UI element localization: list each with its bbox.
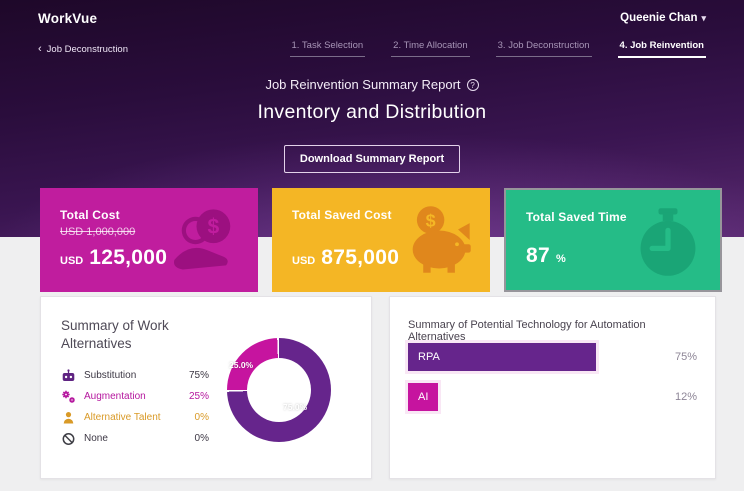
legend-item-alternative-talent: Alternative Talent 0% (61, 407, 209, 428)
card-title: Total Saved Time (526, 210, 627, 224)
bar-percent: 75% (674, 351, 697, 363)
help-icon[interactable]: ? (466, 78, 479, 91)
legend-item-augmentation: Augmentation 25% (61, 386, 209, 407)
step-underline (495, 56, 592, 57)
step-task-selection[interactable]: 1. Task Selection (289, 40, 366, 58)
svg-text:$: $ (426, 210, 436, 230)
donut-label-substitution: 75.0% (283, 402, 308, 412)
tech-bar-row-rpa: RPA 75% (408, 343, 697, 371)
user-menu[interactable]: Queenie Chan ▾ (620, 12, 706, 24)
chevron-left-icon: ‹ (38, 43, 42, 55)
total-cost-value: 125,000 (89, 246, 168, 269)
gears-icon (62, 390, 75, 403)
legend-item-none: None 0% (61, 428, 209, 449)
bar-track: RPA (408, 343, 659, 371)
legend-item-substitution: Substitution 75% (61, 365, 209, 386)
step-tabs: 1. Task Selection 2. Time Allocation 3. … (289, 40, 706, 58)
card-title: Total Cost (60, 208, 120, 222)
donut-chart-wrap: 25.0% 75.0% (227, 338, 331, 442)
svg-text:$: $ (208, 216, 220, 239)
back-link[interactable]: ‹ Job Deconstruction (38, 43, 128, 55)
ban-icon (62, 432, 75, 445)
tech-bar-chart: RPA 75% AI 12% (408, 343, 697, 423)
back-link-label: Job Deconstruction (46, 43, 128, 55)
tech-panel: Summary of Potential Technology for Auto… (389, 296, 716, 479)
tech-bar-fill: RPA (408, 343, 597, 371)
step-underline (617, 56, 706, 58)
piggy-bank-icon: $ (412, 206, 471, 273)
card-title: Total Saved Cost (292, 208, 392, 222)
nav-row: ‹ Job Deconstruction 1. Task Selection 2… (38, 40, 706, 58)
top-bar: WorkVue Queenie Chan ▾ (38, 8, 706, 28)
tech-bar-row-ai: AI 12% (408, 383, 697, 411)
work-legend: Substitution 75% Augmentation 25% Altern… (61, 365, 209, 449)
total-saved-time-value: 87 (526, 244, 550, 267)
percent-unit: % (555, 253, 566, 265)
bar-label: RPA (418, 351, 440, 363)
step-underline (289, 56, 366, 57)
total-cost-card: Total Cost USD 1,000,000 USD 125,000 $ (40, 188, 258, 292)
tech-bar-fill: AI (408, 383, 439, 411)
hero-titles: Job Reinvention Summary Report ? Invento… (0, 76, 744, 173)
job-title: Inventory and Distribution (257, 101, 487, 123)
robot-icon (62, 368, 75, 381)
total-saved-time-card: Total Saved Time 87 % (504, 188, 722, 292)
currency-label: USD (292, 255, 316, 267)
donut-hole (247, 358, 311, 422)
stat-cards: Total Cost USD 1,000,000 USD 125,000 $ T… (40, 188, 722, 292)
tech-panel-title: Summary of Potential Technology for Auto… (408, 319, 646, 343)
user-name: Queenie Chan (620, 12, 698, 24)
work-alternatives-panel: Summary of Work Alternatives Substitutio… (40, 296, 372, 479)
brand-logo: WorkVue (38, 10, 98, 26)
total-saved-cost-card: Total Saved Cost USD 875,000 $ (272, 188, 490, 292)
work-panel-title: Summary of Work Alternatives (61, 318, 169, 352)
stopwatch-icon (640, 208, 696, 276)
step-time-allocation[interactable]: 2. Time Allocation (391, 40, 470, 58)
original-cost-strikethrough: USD 1,000,000 (60, 226, 136, 238)
bar-percent: 12% (674, 391, 697, 403)
chevron-down-icon: ▾ (701, 12, 706, 23)
step-underline (391, 56, 470, 57)
step-job-deconstruction[interactable]: 3. Job Deconstruction (495, 40, 592, 58)
money-hand-icon: $ (173, 209, 231, 270)
donut-label-augmentation: 25.0% (229, 360, 254, 370)
currency-label: USD (60, 255, 84, 267)
step-job-reinvention[interactable]: 4. Job Reinvention (617, 40, 706, 58)
bar-track: AI (408, 383, 659, 411)
person-icon (63, 411, 74, 423)
download-summary-report-button[interactable]: Download Summary Report (283, 145, 461, 173)
total-saved-cost-value: 875,000 (321, 246, 400, 269)
bar-label: AI (418, 391, 429, 403)
report-title: Job Reinvention Summary Report ? (265, 77, 479, 92)
